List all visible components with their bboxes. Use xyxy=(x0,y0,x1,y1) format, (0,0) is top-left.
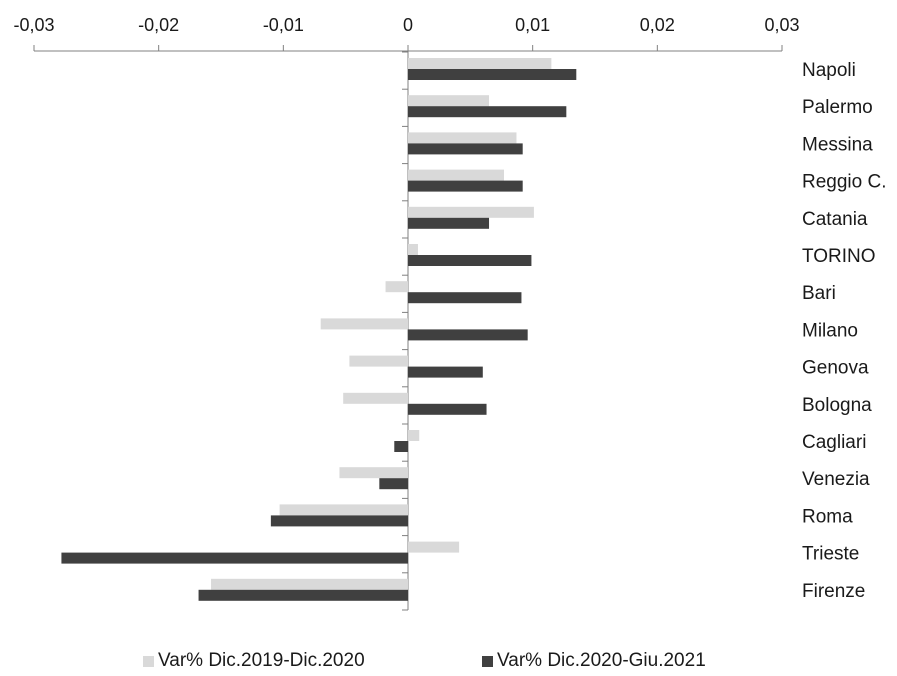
bar-1 xyxy=(211,578,408,590)
category-label: Napoli xyxy=(802,60,856,81)
category-label: TORINO xyxy=(802,246,876,267)
legend-label-series-1: Var% Dic.2019-Dic.2020 xyxy=(158,650,365,671)
bar-2 xyxy=(408,69,577,80)
category-label: Roma xyxy=(802,506,853,527)
category-label: Palermo xyxy=(802,97,873,118)
legend-item-series-2: Var% Dic.2020-Giu.2021 xyxy=(482,650,706,672)
category-label: Venezia xyxy=(802,469,870,490)
bar-2 xyxy=(408,329,528,341)
bar-2 xyxy=(270,515,408,527)
bar-2 xyxy=(61,552,408,564)
legend-swatch-series-1 xyxy=(143,655,154,667)
bar-1 xyxy=(408,541,460,553)
category-label: Reggio C. xyxy=(802,172,887,193)
bar-2 xyxy=(198,589,408,601)
bar-1 xyxy=(408,58,552,69)
bar-1 xyxy=(279,504,408,516)
bar-2 xyxy=(408,292,522,304)
x-tick-label: -0,03 xyxy=(13,15,54,35)
x-tick-label: 0,03 xyxy=(764,15,799,35)
bar-2 xyxy=(408,180,523,192)
bar-1 xyxy=(343,392,408,404)
bar-1 xyxy=(408,206,534,218)
x-tick-label: 0,01 xyxy=(515,15,550,35)
bar-1 xyxy=(320,318,408,330)
bar-chart: -0,03 -0,02 -0,01 0 0,01 0,02 0,03 Napoli Palerm… xyxy=(13,15,887,611)
legend-label-series-2: Var% Dic.2020-Giu.2021 xyxy=(497,650,706,671)
category-label: Bari xyxy=(802,283,836,304)
category-label: Bologna xyxy=(802,395,872,416)
chart-legend: Var% Dic.2019-Dic.2020 Var% Dic.2020-Giu… xyxy=(0,650,897,676)
legend-item-series-1: Var% Dic.2019-Dic.2020 xyxy=(143,650,365,672)
bar-2 xyxy=(408,217,490,229)
x-tick-label: 0 xyxy=(403,15,413,35)
bar-1 xyxy=(408,95,490,107)
bar-2 xyxy=(408,106,567,118)
bar-1 xyxy=(339,467,408,479)
category-label: Cagliari xyxy=(802,432,866,453)
bar-2 xyxy=(379,478,408,490)
category-label: Firenze xyxy=(802,581,865,602)
category-label: Milano xyxy=(802,320,858,341)
bar-1 xyxy=(349,355,408,367)
chart-labels: -0,03 -0,02 -0,01 0 0,01 0,02 0,03 Napoli Palerm… xyxy=(13,15,886,602)
bar-2 xyxy=(408,143,523,155)
bar-2 xyxy=(394,441,408,452)
bar-1 xyxy=(408,132,517,144)
bar-1 xyxy=(408,244,418,255)
bar-2 xyxy=(408,403,487,415)
bar-1 xyxy=(408,430,420,441)
category-label: Genova xyxy=(802,358,869,379)
legend-swatch-series-2 xyxy=(482,655,493,667)
bar-1 xyxy=(408,169,504,181)
x-tick-label: 0,02 xyxy=(640,15,675,35)
bar-1 xyxy=(385,281,408,293)
x-tick-label: -0,01 xyxy=(263,15,304,35)
x-tick-label: -0,02 xyxy=(138,15,179,35)
category-label: Catania xyxy=(802,209,868,230)
category-label: Messina xyxy=(802,134,873,155)
bar-2 xyxy=(408,366,483,378)
chart-bars xyxy=(61,58,577,601)
bar-2 xyxy=(408,255,532,266)
category-label: Trieste xyxy=(802,544,859,565)
